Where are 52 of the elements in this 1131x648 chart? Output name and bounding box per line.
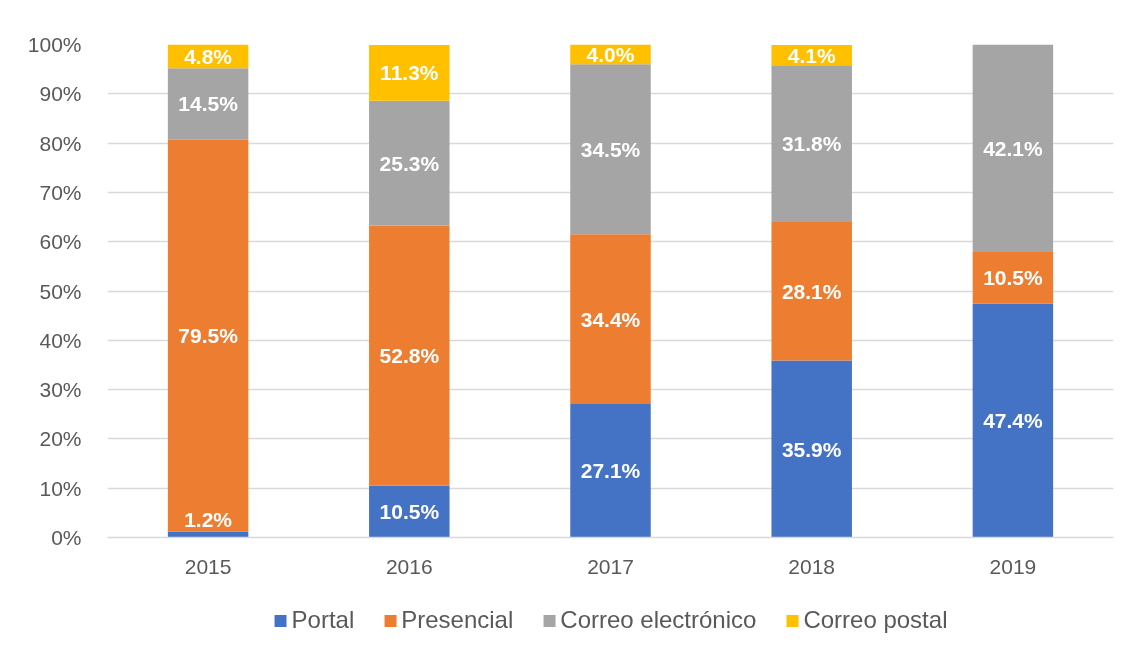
- data-label: 52.8%: [379, 344, 440, 368]
- bar: [167, 68, 249, 140]
- data-label: 10.5%: [379, 500, 440, 524]
- x-tick-label: 2019: [989, 554, 1037, 578]
- data-label: 11.3%: [380, 61, 439, 85]
- data-label: 31.8%: [781, 132, 842, 156]
- legend-label: Portal: [291, 606, 355, 634]
- bar: [972, 303, 1054, 538]
- y-tick-label: 70%: [39, 180, 82, 204]
- y-tick-label: 80%: [39, 131, 82, 155]
- data-label: 4.1%: [787, 43, 836, 67]
- bar: [570, 403, 651, 538]
- y-tick-label: 30%: [39, 378, 82, 402]
- bar: [369, 225, 450, 486]
- data-label: 34.4%: [580, 307, 641, 331]
- bar: [771, 360, 852, 538]
- data-label: 34.5%: [580, 137, 641, 161]
- data-label: 25.3%: [379, 151, 440, 175]
- y-tick-label: 40%: [39, 328, 82, 352]
- y-tick-label: 0%: [51, 526, 82, 549]
- data-label: 42.1%: [983, 136, 1043, 160]
- bar: [771, 65, 852, 222]
- bar: [771, 221, 852, 361]
- data-label: 14.5%: [178, 92, 239, 116]
- data-label: 4.0%: [586, 42, 635, 66]
- bar: [369, 100, 450, 226]
- data-label: 28.1%: [781, 279, 842, 303]
- x-tick-label: 2016: [385, 554, 433, 578]
- legend-label: Correo electrónico: [560, 606, 757, 634]
- x-tick-label: 2018: [788, 554, 836, 578]
- bar: [972, 44, 1054, 253]
- data-label: 27.1%: [580, 459, 641, 483]
- data-label: 35.9%: [781, 437, 842, 461]
- bar: [570, 64, 651, 235]
- y-tick-label: 60%: [39, 230, 82, 254]
- bar: [167, 139, 249, 532]
- x-tick-label: 2017: [587, 554, 634, 578]
- data-label: 4.8%: [184, 44, 233, 68]
- data-label: 79.5%: [178, 324, 239, 348]
- bar: [369, 44, 450, 101]
- data-label: 1.2%: [184, 507, 233, 531]
- x-tick-label: 2015: [184, 554, 232, 578]
- y-tick-label: 100%: [27, 33, 82, 56]
- data-label: 47.4%: [983, 409, 1043, 433]
- y-tick-label: 10%: [39, 476, 82, 500]
- y-tick-label: 50%: [39, 279, 82, 303]
- legend-label: Correo postal: [803, 606, 948, 634]
- y-tick-label: 90%: [39, 82, 82, 106]
- legend-label: Presencial: [401, 606, 514, 634]
- y-tick-label: 20%: [39, 427, 82, 451]
- bar: [570, 234, 651, 404]
- data-label: 10.5%: [983, 266, 1043, 290]
